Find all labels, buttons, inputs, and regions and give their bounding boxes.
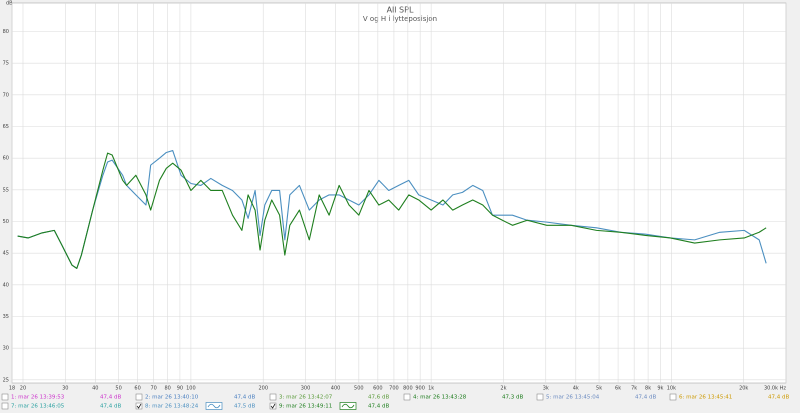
x-tick-label: 3k (543, 386, 549, 392)
x-tick-label: 20 (20, 386, 26, 392)
legend-level: 47,4 dB (100, 404, 121, 410)
legend-level: 47,3 dB (502, 395, 523, 401)
legend-level: 47,4 dB (635, 395, 656, 401)
x-tick-label: 7k (631, 386, 637, 392)
x-tick-label: 100 (186, 386, 196, 392)
chart-subtitle: V og H i lytteposisjon (363, 15, 437, 23)
legend-name[interactable]: 2: mar 26 13:40:10 (145, 395, 199, 401)
y-tick-label: 60 (3, 156, 9, 162)
y-tick-label: 35 (3, 314, 9, 320)
x-tick-label: 700 (389, 386, 399, 392)
legend-checkbox[interactable] (403, 393, 411, 401)
legend: 1: mar 26 13:39:53 47,4 dB 2: mar 26 13:40… (1, 393, 789, 410)
checkbox-check (136, 403, 142, 409)
legend-checkbox[interactable] (135, 402, 143, 410)
y-axis-label: dB (6, 1, 13, 7)
x-tick-label: 20k (739, 386, 748, 392)
x-tick-label: 60 (134, 386, 140, 392)
x-tick-label: 8k (645, 386, 651, 392)
x-tick-label: 5k (596, 386, 602, 392)
grid: 25 30 35 40 45 50 55 60 65 70 75 80 18 20 30 40 50 60 70 80… (3, 3, 786, 392)
legend-icon-line (207, 403, 221, 409)
plot-area (11, 2, 787, 384)
legend-level: 47,6 dB (368, 395, 389, 401)
y-tick-label: 70 (3, 92, 9, 98)
x-tick-label: 500 (354, 386, 364, 392)
checkbox-check (270, 403, 276, 409)
x-tick-label: 400 (331, 386, 341, 392)
x-tick-label: 90 (177, 386, 183, 392)
legend-level: 47,5 dB (234, 404, 255, 410)
x-tick-label: 10k (667, 386, 676, 392)
y-tick-label: 25 (3, 377, 9, 383)
legend-name[interactable]: 8: mar 26 13:48:24 (145, 404, 199, 410)
legend-checkbox[interactable] (269, 393, 277, 401)
legend-level: 47,4 dB (368, 404, 389, 410)
y-tick-label: 65 (3, 124, 9, 130)
legend-checkbox[interactable] (1, 393, 9, 401)
legend-checkbox[interactable] (1, 402, 9, 410)
legend-name[interactable]: 4: mar 26 13:43:28 (413, 395, 467, 401)
legend-name[interactable]: 3: mar 26 13:42:07 (279, 395, 333, 401)
legend-level: 47,4 dB (768, 395, 789, 401)
legend-checkbox[interactable] (135, 393, 143, 401)
x-tick-label: 80 (164, 386, 170, 392)
x-tick-label: 30 (62, 386, 68, 392)
x-tick-label: 9k (657, 386, 663, 392)
series-line (17, 152, 767, 269)
x-tick-label: 2k (500, 386, 506, 392)
legend-level: 47,4 dB (100, 395, 121, 401)
y-tick-label: 80 (3, 29, 9, 35)
x-tick-label: 200 (258, 386, 268, 392)
legend-name[interactable]: 1: mar 26 13:39:53 (11, 395, 65, 401)
x-tick-label: 40 (92, 386, 98, 392)
legend-name[interactable]: 7: mar 26 13:46:05 (11, 404, 65, 410)
x-tick-label: 30.0k Hz (764, 386, 786, 392)
x-tick-label: 6k (615, 386, 621, 392)
legend-name[interactable]: 6: mar 26 13:45:41 (679, 395, 732, 401)
y-tick-label: 30 (3, 346, 9, 352)
x-tick-label: 600 (373, 386, 383, 392)
x-tick-label: 1k (428, 386, 434, 392)
y-tick-label: 50 (3, 219, 9, 225)
x-tick-label: 800 (403, 386, 413, 392)
x-tick-label: 900 (415, 386, 425, 392)
y-tick-label: 55 (3, 187, 9, 193)
legend-icon-line (341, 403, 355, 409)
legend-level: 47,4 dB (234, 395, 255, 401)
legend-checkbox[interactable] (536, 393, 544, 401)
y-tick-label: 40 (3, 282, 9, 288)
legend-checkbox[interactable] (669, 393, 677, 401)
x-tick-label: 18 (9, 386, 15, 392)
legend-checkbox[interactable] (269, 402, 277, 410)
legend-name[interactable]: 9: mar 26 13:49:11 (279, 404, 332, 410)
x-tick-label: 4k (573, 386, 579, 392)
x-tick-label: 70 (151, 386, 157, 392)
y-tick-label: 45 (3, 251, 9, 257)
chart-title: All SPL (387, 6, 414, 15)
x-tick-label: 300 (301, 386, 311, 392)
x-tick-label: 50 (115, 386, 121, 392)
series-line (17, 150, 767, 269)
lines (17, 150, 767, 269)
legend-name[interactable]: 5: mar 26 13:45:04 (546, 395, 600, 401)
y-tick-label: 75 (3, 61, 9, 67)
